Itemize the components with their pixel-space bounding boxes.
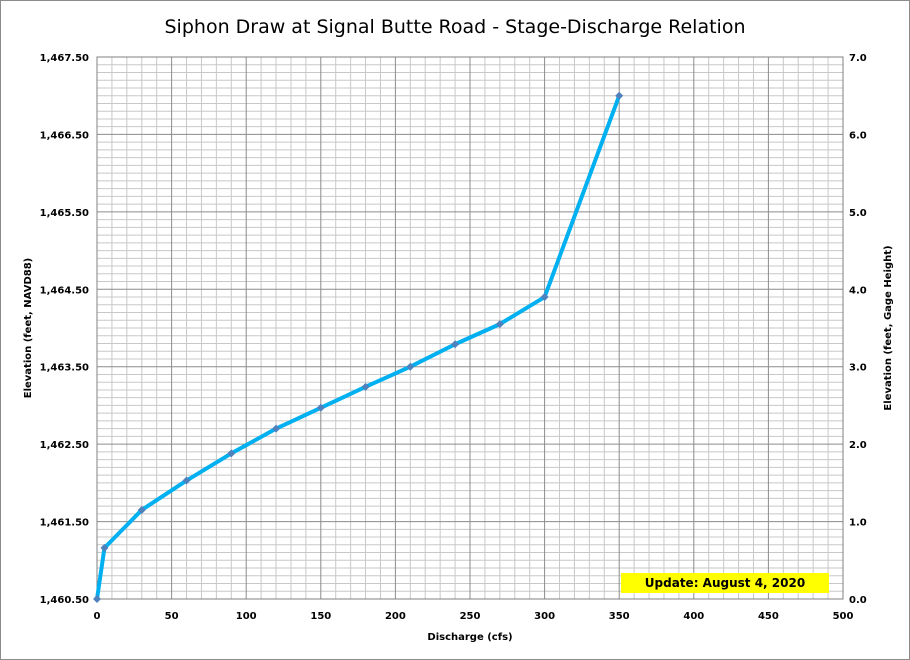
left-y-axis-ticks: 1,460.50 1,461.50 1,462.50 1,463.50 1,464.50…	[40, 53, 89, 606]
data-point-marker	[451, 340, 460, 349]
right-y-axis-label: Elevation (feet, Gage Height)	[883, 245, 894, 410]
left-y-tick-label: 1,463.50	[40, 363, 89, 374]
left-y-tick-label: 1,462.50	[40, 440, 89, 451]
data-point-marker	[406, 362, 415, 371]
x-axis-ticks: 0 50 100 150 200 250 300 350 400 450 500	[94, 611, 854, 622]
x-tick-label: 100	[236, 611, 257, 622]
left-y-tick-label: 1,464.50	[40, 285, 89, 296]
right-y-tick-label: 6.0	[849, 130, 867, 141]
x-tick-label: 50	[165, 611, 179, 622]
x-tick-label: 350	[609, 611, 630, 622]
x-tick-label: 450	[758, 611, 779, 622]
right-y-tick-label: 0.0	[849, 595, 867, 606]
x-tick-label: 500	[833, 611, 854, 622]
rating-curve-series	[93, 91, 624, 603]
right-y-tick-label: 4.0	[849, 285, 867, 296]
left-y-tick-label: 1,461.50	[40, 518, 89, 529]
data-point-marker	[100, 543, 109, 552]
right-y-tick-label: 3.0	[849, 363, 867, 374]
data-point-marker	[361, 382, 370, 391]
right-y-tick-label: 7.0	[849, 53, 867, 64]
left-y-axis-label: Elevation (feet, NAVD88)	[23, 258, 34, 399]
x-axis-label: Discharge (cfs)	[427, 632, 512, 643]
data-point-marker	[137, 505, 146, 514]
right-y-tick-label: 5.0	[849, 208, 867, 219]
data-point-marker	[272, 424, 281, 433]
left-y-tick-label: 1,467.50	[40, 53, 89, 64]
rating-curve-line	[95, 93, 622, 601]
data-point-marker	[540, 293, 549, 302]
right-y-tick-label: 1.0	[849, 518, 867, 529]
x-tick-label: 200	[385, 611, 406, 622]
x-tick-label: 250	[460, 611, 481, 622]
x-tick-label: 0	[94, 611, 101, 622]
update-annotation: Update: August 4, 2020	[621, 573, 829, 593]
right-y-axis-ticks: 0.0 1.0 2.0 3.0 4.0 5.0 6.0 7.0	[849, 53, 867, 606]
left-y-tick-label: 1,466.50	[40, 130, 89, 141]
data-point-marker	[93, 595, 101, 603]
data-point-marker	[615, 91, 624, 100]
data-point-marker	[182, 476, 191, 485]
left-y-tick-label: 1,460.50	[40, 595, 89, 606]
data-point-marker	[495, 320, 504, 329]
left-y-tick-label: 1,465.50	[40, 208, 89, 219]
data-point-marker	[227, 449, 236, 458]
right-y-tick-label: 2.0	[849, 440, 867, 451]
x-tick-label: 400	[683, 611, 704, 622]
x-tick-label: 300	[534, 611, 555, 622]
chart-title: Siphon Draw at Signal Butte Road - Stage…	[165, 16, 746, 38]
plot-area-border	[96, 56, 844, 600]
x-tick-label: 150	[310, 611, 331, 622]
data-point-marker	[316, 403, 325, 412]
